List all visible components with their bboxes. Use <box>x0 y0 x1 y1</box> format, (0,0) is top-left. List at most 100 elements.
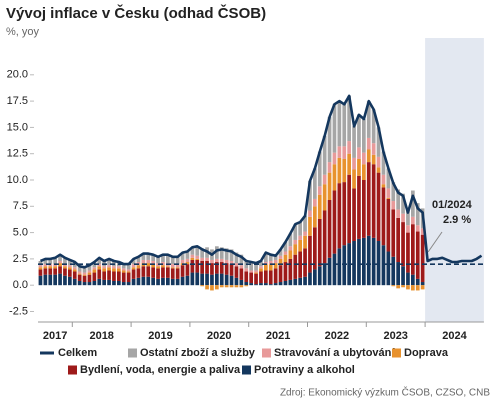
bar-segment <box>215 258 219 263</box>
bar-segment <box>332 253 337 286</box>
bar-segment <box>303 276 307 286</box>
bar-segment <box>63 264 67 267</box>
bar-segment <box>283 251 288 255</box>
bar-segment <box>337 101 342 147</box>
x-tick-label: 2018 <box>89 330 113 342</box>
bar-segment <box>254 272 258 274</box>
bar-segment <box>170 267 175 269</box>
bar-segment <box>254 284 258 286</box>
bar-segment <box>268 254 273 261</box>
bar-segment <box>175 267 180 269</box>
bar-segment <box>229 275 234 286</box>
bar-segment <box>317 218 322 267</box>
bar-segment <box>170 256 175 265</box>
bar-segment <box>136 268 141 278</box>
bar-segment <box>396 285 400 289</box>
bar-segment <box>146 259 151 264</box>
bar-segment <box>102 271 106 280</box>
bar-segment <box>357 238 361 286</box>
bar-segment <box>259 268 263 272</box>
bar-segment <box>146 266 151 277</box>
bar-segment <box>259 266 263 269</box>
bar-segment <box>249 272 253 284</box>
bar-segment <box>234 277 239 286</box>
bar-segment <box>347 243 351 286</box>
bar-segment <box>381 187 386 246</box>
bar-segment <box>170 264 175 268</box>
bar-segment <box>244 282 249 286</box>
bar-segment <box>298 251 302 278</box>
bar-segment <box>322 263 327 286</box>
y-tick-label: 7.5 <box>13 200 28 212</box>
bar-segment <box>337 183 342 249</box>
bar-segment <box>87 274 92 283</box>
bar-segment <box>126 264 131 270</box>
bar-segment <box>190 257 195 260</box>
bar-segment <box>386 251 391 286</box>
bar-segment <box>259 283 263 286</box>
bar-segment <box>283 242 288 252</box>
bar-segment <box>415 285 420 291</box>
bar-segment <box>151 277 155 286</box>
forecast-shade <box>425 38 484 322</box>
bar-segment <box>38 260 43 266</box>
bar-segment <box>72 267 77 270</box>
bar-segment <box>337 157 342 184</box>
bar-segment <box>185 264 190 276</box>
bar-segment <box>58 263 62 267</box>
bar-segment <box>234 263 239 267</box>
bar-segment <box>38 265 43 268</box>
bar-segment <box>117 266 121 269</box>
y-tick-label: -2.5 <box>9 305 28 317</box>
bar-segment <box>396 209 400 218</box>
bar-segment <box>38 267 43 270</box>
bar-segment <box>63 257 67 265</box>
x-tick-label: 2017 <box>43 330 67 342</box>
bar-segment <box>406 272 410 286</box>
bar-segment <box>151 254 155 261</box>
bar-segment <box>190 272 195 286</box>
bar-segment <box>170 278 175 286</box>
bar-segment <box>396 189 400 210</box>
bar-segment <box>195 272 200 286</box>
bar-segment <box>254 263 258 271</box>
bar-segment <box>82 267 87 273</box>
bar-segment <box>102 279 106 286</box>
bar-segment <box>332 164 337 191</box>
bar-segment <box>107 270 111 280</box>
bar-segment <box>48 274 53 286</box>
bar-segment <box>102 266 106 269</box>
bar-segment <box>156 266 160 269</box>
bar-segment <box>239 279 244 286</box>
bar-segment <box>112 268 116 272</box>
bar-segment <box>97 257 102 265</box>
bar-segment <box>352 169 356 189</box>
bar-segment <box>259 271 263 284</box>
bar-segment <box>401 222 405 267</box>
bar-segment <box>175 278 180 286</box>
bar-segment <box>283 262 288 281</box>
legend-label: Stravování a ubytování <box>274 347 395 359</box>
legend-swatch <box>242 365 251 375</box>
bar-segment <box>131 258 136 265</box>
bar-segment <box>342 146 347 159</box>
bar-segment <box>298 277 302 286</box>
bar-segment <box>347 95 351 142</box>
bar-segment <box>229 285 234 288</box>
bar-segment <box>126 272 131 283</box>
bar-segment <box>278 249 283 256</box>
bar-segment <box>278 255 283 259</box>
bar-segment <box>151 260 155 265</box>
bar-segment <box>97 278 102 286</box>
bar-segment <box>121 268 126 271</box>
bar-segment <box>298 222 302 236</box>
bar-segment <box>205 257 209 261</box>
bar-segment <box>180 259 185 264</box>
bar-segment <box>415 231 420 279</box>
legend-swatch <box>262 348 271 358</box>
bar-segment <box>371 143 376 155</box>
bar-segment <box>254 273 258 285</box>
bar-segment <box>303 235 307 249</box>
y-tick-label: 17.5 <box>7 95 28 107</box>
bar-segment <box>151 264 155 268</box>
